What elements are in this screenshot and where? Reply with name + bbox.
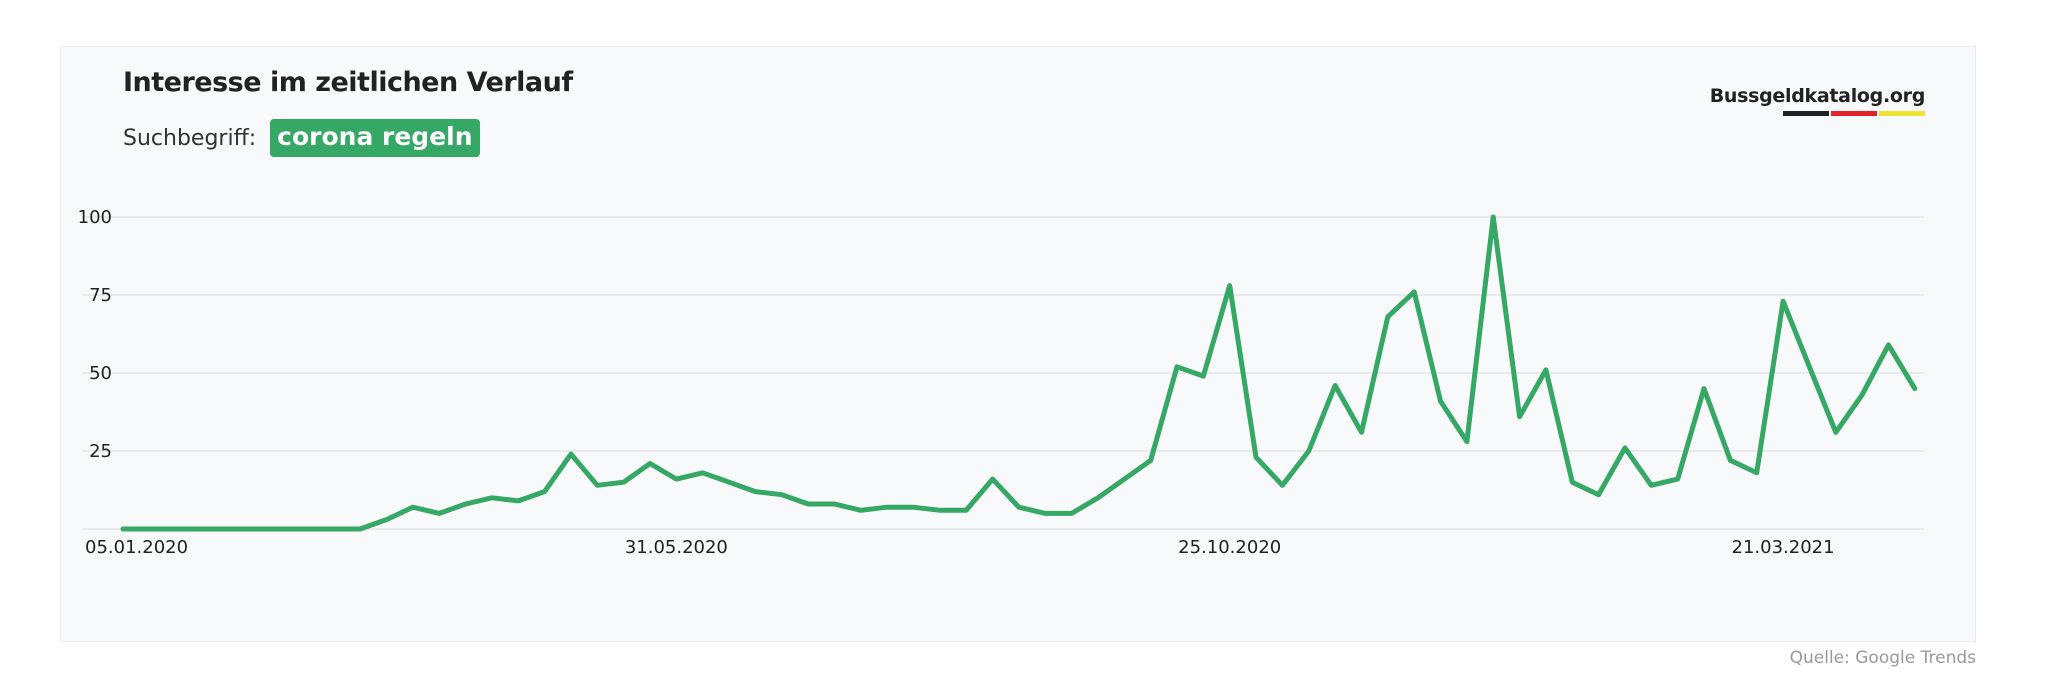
data-point [1307, 449, 1311, 453]
data-point [832, 502, 836, 506]
x-tick-label: 25.10.2020 [1178, 537, 1281, 558]
data-point [174, 527, 178, 531]
data-point [806, 502, 810, 506]
data-point [674, 477, 678, 481]
data-point [1122, 477, 1126, 481]
data-point [332, 527, 336, 531]
search-term-row: Suchbegriff: corona regeln [123, 119, 480, 157]
data-point [1518, 415, 1522, 419]
data-point [1201, 374, 1205, 378]
data-point [1834, 430, 1838, 434]
data-point [1597, 493, 1601, 497]
data-point [200, 527, 204, 531]
data-point [1570, 480, 1574, 484]
data-point [938, 508, 942, 512]
data-point [1386, 315, 1390, 319]
data-point [1649, 483, 1653, 487]
data-point [1886, 343, 1890, 347]
search-term-label: Suchbegriff: [123, 125, 257, 151]
data-point [1412, 290, 1416, 294]
data-point [1333, 383, 1337, 387]
data-point [1755, 471, 1759, 475]
chart-card: Interesse im zeitlichen Verlauf Suchbegr… [60, 46, 1976, 642]
data-point [753, 490, 757, 494]
data-point [1280, 483, 1284, 487]
y-tick-label-100: 100 [78, 207, 112, 228]
data-point [1070, 511, 1074, 515]
data-point [1623, 446, 1627, 450]
data-point [1807, 365, 1811, 369]
flag-stripe-black [1783, 111, 1829, 116]
data-point [1254, 455, 1258, 459]
data-point [358, 527, 362, 531]
x-tick-label: 31.05.2020 [625, 537, 728, 558]
data-point [464, 502, 468, 506]
data-point [1175, 365, 1179, 369]
x-tick-label: 21.03.2021 [1732, 537, 1835, 558]
data-point [1017, 505, 1021, 509]
data-point [780, 493, 784, 497]
data-point [437, 511, 441, 515]
data-point [1096, 496, 1100, 500]
chart-title: Interesse im zeitlichen Verlauf [123, 67, 573, 98]
data-point [516, 499, 520, 503]
data-point [1149, 458, 1153, 462]
flag-stripe-red [1831, 111, 1877, 116]
y-tick-label-50: 50 [89, 363, 112, 384]
data-point [622, 480, 626, 484]
data-point [727, 480, 731, 484]
data-point [226, 527, 230, 531]
data-point [1544, 368, 1548, 372]
data-point [1702, 387, 1706, 391]
data-point [147, 527, 151, 531]
data-point [279, 527, 283, 531]
data-point [1860, 393, 1864, 397]
brand-name: Bussgeldkatalog.org [1709, 85, 1926, 107]
data-point [1439, 399, 1443, 403]
data-point [411, 505, 415, 509]
brand-logo[interactable]: Bussgeldkatalog.org [1710, 85, 1925, 116]
data-point [1465, 440, 1469, 444]
data-point [569, 452, 573, 456]
data-point [991, 477, 995, 481]
data-point [1781, 299, 1785, 303]
data-point [543, 490, 547, 494]
y-tick-label-75: 75 [89, 285, 112, 306]
y-tick-label-25: 25 [89, 441, 112, 462]
data-point [964, 508, 968, 512]
data-point [885, 505, 889, 509]
data-point [121, 527, 125, 531]
data-point [1728, 458, 1732, 462]
x-tick-label: 05.01.2020 [85, 537, 188, 558]
data-point [385, 518, 389, 522]
data-point [1043, 511, 1047, 515]
data-point [595, 483, 599, 487]
data-point [253, 527, 257, 531]
series-line [120, 214, 1918, 532]
data-point [1228, 284, 1232, 288]
source-note: Quelle: Google Trends [1789, 648, 1976, 668]
data-point [1491, 215, 1495, 219]
data-point [1913, 387, 1917, 391]
data-point [701, 471, 705, 475]
flag-stripe-gold [1879, 111, 1925, 116]
data-point [490, 496, 494, 500]
brand-flag-bar [1710, 111, 1925, 116]
data-point [648, 461, 652, 465]
search-term-badge: corona regeln [270, 119, 480, 157]
data-point [305, 527, 309, 531]
data-point [1359, 430, 1363, 434]
data-point [912, 505, 916, 509]
data-point [1676, 477, 1680, 481]
data-point [859, 508, 863, 512]
